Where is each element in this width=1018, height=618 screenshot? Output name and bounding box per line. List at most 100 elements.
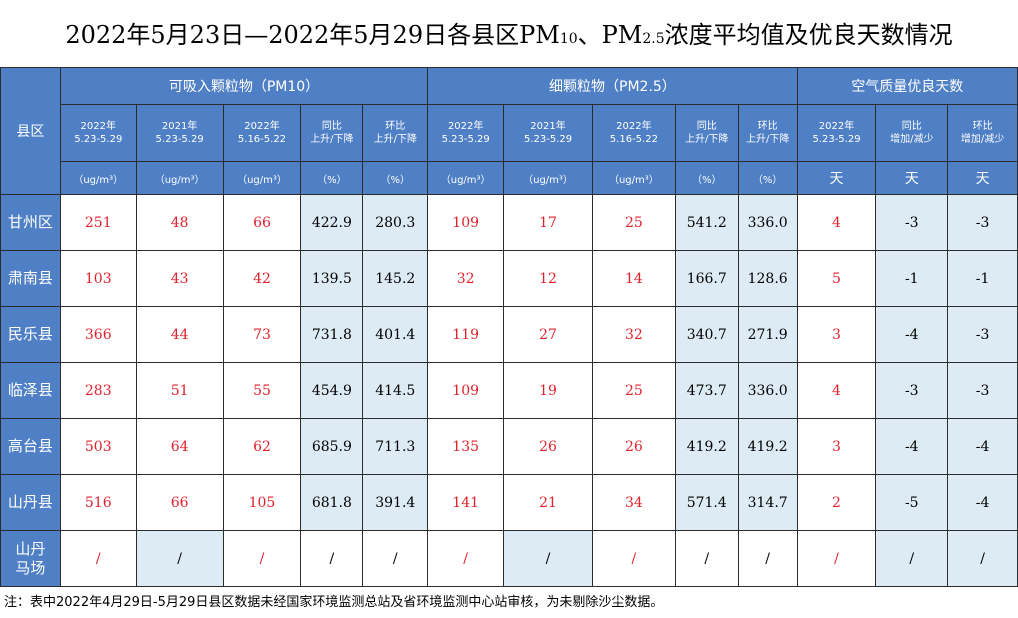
county-name-line: 临泽县 <box>7 381 53 399</box>
county-name: 临泽县 <box>0 362 61 419</box>
footnote: 注：表中2022年4月29日-5月29日县区数据未经国家环境监测总站及省环境监测… <box>4 595 664 610</box>
column-header-line: 上升/下降 <box>745 134 790 145</box>
table-cell: 422.9 <box>300 194 364 251</box>
table-cell: -1 <box>947 250 1018 307</box>
table-cell: 366 <box>59 306 137 363</box>
table-cell: / <box>222 530 302 587</box>
county-name: 山丹县 <box>0 474 61 531</box>
table-row: 甘州区 251 48 66 422.9 280.3 109 17 25 541.2 336.0 4 -3… <box>0 194 1018 251</box>
table-row: 临泽县 283 51 55 454.9 414.5 109 19 25 473.7 336.0 4 -3… <box>0 362 1018 419</box>
header-group-row: 县区 可吸入颗粒物（PM10） 细颗粒物（PM2.5） 空气质量优良天数 <box>0 67 1018 195</box>
county-name: 甘州区 <box>0 194 61 251</box>
table-cell: 166.7 <box>674 250 739 307</box>
table-cell: -3 <box>947 306 1018 363</box>
column-header-line: 5.23-5.29 <box>812 134 861 145</box>
column-header: 2022年 5.16-5.22 <box>591 104 676 162</box>
table-cell: 271.9 <box>737 306 798 363</box>
table-cell: 44 <box>135 306 224 363</box>
table-cell: 4 <box>796 194 877 251</box>
table-cell: / <box>737 530 798 587</box>
table-cell: 336.0 <box>737 362 798 419</box>
column-header: 2021年 5.23-5.29 <box>135 104 224 162</box>
table-cell: 391.4 <box>362 474 429 531</box>
column-header: 2022年 5.23-5.29 <box>427 104 505 162</box>
table-cell: 32 <box>591 306 676 363</box>
column-header-line: 5.23-5.29 <box>441 134 490 145</box>
column-header: 环比 上升/下降 <box>362 104 429 162</box>
table-cell: 119 <box>427 306 505 363</box>
unit-label: （ug/m³） <box>427 161 505 195</box>
column-header-line: 同比 <box>901 121 922 132</box>
column-header-line: 2021年 <box>530 121 566 132</box>
unit-label: （ug/m³） <box>503 161 593 195</box>
table-cell: / <box>591 530 676 587</box>
table-cell: 3 <box>796 418 877 475</box>
table-cell: 711.3 <box>362 418 429 475</box>
column-header-line: 5.16-5.22 <box>609 134 658 145</box>
table-cell: 109 <box>427 194 505 251</box>
table-cell: 43 <box>135 250 224 307</box>
county-name-line: 甘州区 <box>7 213 53 231</box>
table-row: 高台县 503 64 62 685.9 711.3 135 26 26 419.2 419.2 3 -4… <box>0 418 1018 475</box>
table-cell: 103 <box>59 250 137 307</box>
county-name: 高台县 <box>0 418 61 475</box>
table-cell: -4 <box>947 418 1018 475</box>
group-header-pm25: 细颗粒物（PM2.5） <box>427 67 798 105</box>
table-cell: 128.6 <box>737 250 798 307</box>
table-cell: 25 <box>591 362 676 419</box>
table-cell: 571.4 <box>674 474 739 531</box>
table-cell: 3 <box>796 306 877 363</box>
table-cell: 280.3 <box>362 194 429 251</box>
unit-row: （ug/m³） （ug/m³） （ug/m³） （%） （%） （ug/m³） （ug/m³… <box>1 161 1018 195</box>
table-cell: 473.7 <box>674 362 739 419</box>
table-cell: 541.2 <box>674 194 739 251</box>
unit-label: （%） <box>737 161 798 195</box>
table-cell: 454.9 <box>300 362 364 419</box>
column-header: 2021年 5.23-5.29 <box>503 104 593 162</box>
table-cell: -5 <box>875 474 949 531</box>
table-cell: 141 <box>427 474 505 531</box>
table-cell: 145.2 <box>362 250 429 307</box>
column-header: 2022年 5.16-5.22 <box>222 104 302 162</box>
table-cell: 66 <box>135 474 224 531</box>
table-cell: 401.4 <box>362 306 429 363</box>
column-header-line: 2022年 <box>616 121 652 132</box>
table-cell: 5 <box>796 250 877 307</box>
column-header: 同比 增加/减少 <box>875 104 949 162</box>
table-cell: 336.0 <box>737 194 798 251</box>
table-cell: 503 <box>59 418 137 475</box>
column-header-line: 2022年 <box>244 121 280 132</box>
county-name-line: 山丹县 <box>7 493 53 511</box>
column-header-line: 5.23-5.29 <box>155 134 204 145</box>
title-text-separator: 、PM <box>577 21 643 49</box>
county-name-line: 马场 <box>15 558 46 577</box>
column-header-line: 5.23-5.29 <box>74 134 123 145</box>
table-cell: 414.5 <box>362 362 429 419</box>
group-header-good-days: 空气质量优良天数 <box>796 67 1018 105</box>
table-row: 山丹 马场 / / / / / / / / / / / / / <box>0 530 1018 587</box>
county-name: 山丹 马场 <box>0 530 61 587</box>
column-header: 环比 上升/下降 <box>737 104 798 162</box>
county-name-line: 高台县 <box>7 437 53 455</box>
table-cell: 135 <box>427 418 505 475</box>
column-header-line: 2022年 <box>818 121 855 132</box>
column-header-line: 上升/下降 <box>373 134 417 145</box>
table-cell: / <box>300 530 364 587</box>
unit-label: （ug/m³） <box>222 161 302 195</box>
table-cell: 419.2 <box>737 418 798 475</box>
column-header-line: 同比 <box>696 121 717 132</box>
table-cell: -1 <box>875 250 949 307</box>
table-cell: / <box>947 530 1018 587</box>
unit-label: 天 <box>875 161 949 195</box>
table-cell: 685.9 <box>300 418 364 475</box>
table-cell: 731.8 <box>300 306 364 363</box>
table-cell: 21 <box>503 474 593 531</box>
table-cell: 48 <box>135 194 224 251</box>
column-header-line: 5.23-5.29 <box>523 134 573 145</box>
table-cell: / <box>59 530 137 587</box>
title-text-prefix: 2022年5月23日—2022年5月29日各县区PM <box>65 21 560 49</box>
column-header-line: 2022年 <box>447 121 484 132</box>
unit-label: （ug/m³） <box>135 161 224 195</box>
column-header-line: 2021年 <box>161 121 198 132</box>
table-cell: / <box>135 530 224 587</box>
